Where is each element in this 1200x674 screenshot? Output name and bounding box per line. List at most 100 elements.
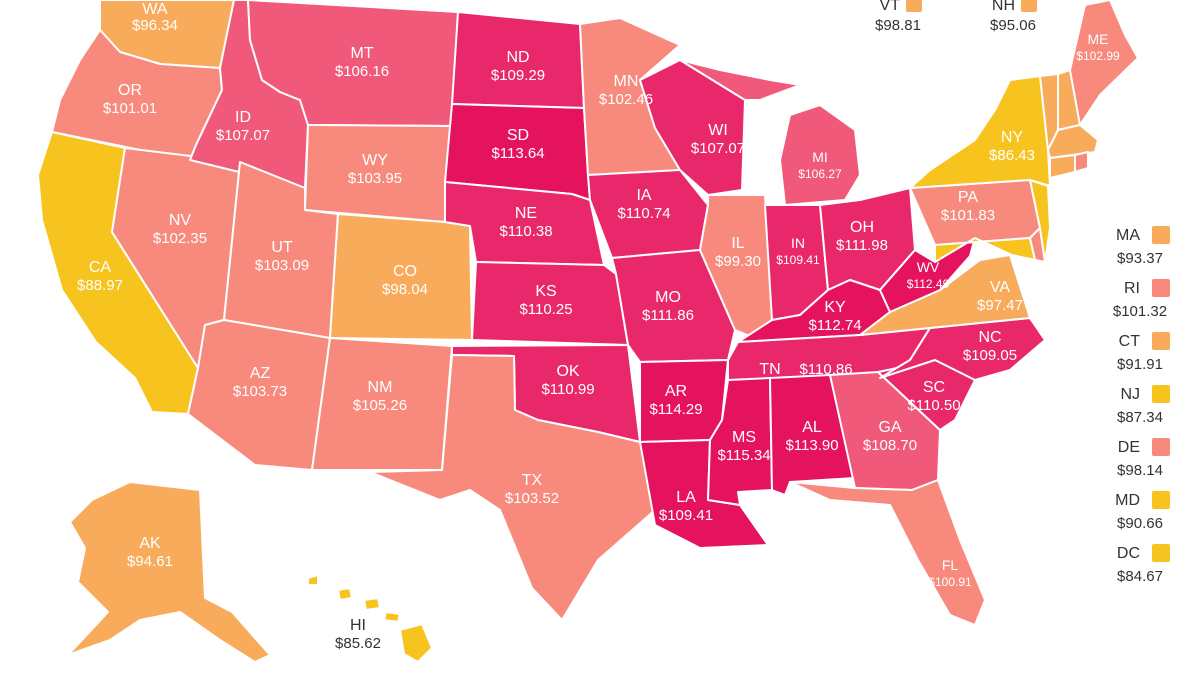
svg-text:$88.97: $88.97 (77, 277, 123, 294)
label-ms: MS$115.34 (717, 429, 770, 464)
key-nj: NJ $87.34 (1117, 385, 1170, 426)
key-code: MD (1115, 492, 1140, 509)
svg-text:OR: OR (118, 82, 142, 99)
svg-text:$102.46: $102.46 (599, 91, 653, 108)
label-id: ID$107.07 (216, 109, 270, 144)
state-ct (1049, 154, 1076, 179)
svg-text:$102.35: $102.35 (153, 230, 207, 247)
key-value: $95.06 (990, 17, 1036, 34)
state-ny (909, 75, 1051, 189)
label-ok: OK$110.99 (541, 363, 594, 398)
key-dc: DC $84.67 (1117, 544, 1170, 585)
svg-text:$110.86: $110.86 (799, 361, 852, 378)
label-ia: IA$110.74 (617, 187, 670, 222)
label-mi: MI $106.27 (798, 149, 842, 181)
svg-text:TX: TX (522, 472, 543, 489)
svg-text:WI: WI (708, 122, 728, 139)
label-wy: WY$103.95 (348, 152, 402, 187)
label-wv: WV $112.49 (907, 259, 950, 291)
svg-text:$107.07: $107.07 (691, 140, 745, 157)
key-value: $98.81 (875, 17, 921, 34)
label-tx: TX$103.52 (505, 472, 559, 507)
svg-text:$113.90: $113.90 (785, 437, 838, 454)
svg-text:UT: UT (271, 239, 293, 256)
key-ma: MA $93.37 (1116, 226, 1170, 267)
svg-text:$105.26: $105.26 (353, 397, 407, 414)
svg-text:$109.05: $109.05 (963, 347, 1017, 364)
top-small-state-keys: VT $98.81 NH $95.06 (875, 0, 1037, 34)
label-oh: OH$111.98 (836, 219, 888, 254)
svg-text:$110.38: $110.38 (499, 223, 552, 240)
key-swatch (1152, 279, 1170, 297)
svg-text:$113.64: $113.64 (491, 145, 544, 162)
state-tx (369, 354, 656, 621)
svg-text:AL: AL (802, 419, 822, 436)
label-al: AL$113.90 (785, 419, 838, 454)
label-or: OR$101.01 (103, 82, 157, 117)
key-vt: VT $98.81 (875, 0, 922, 34)
key-nh: NH $95.06 (990, 0, 1037, 34)
label-mt: MT$106.16 (335, 45, 389, 80)
svg-text:$98.04: $98.04 (382, 281, 428, 298)
label-nm: NM$105.26 (353, 379, 407, 414)
svg-text:CO: CO (393, 263, 417, 280)
svg-text:$103.09: $103.09 (255, 257, 309, 274)
key-swatch (1152, 438, 1170, 456)
state-mi (779, 104, 861, 206)
label-ut: UT$103.09 (255, 239, 309, 274)
label-pa: PA$101.83 (941, 189, 995, 224)
svg-text:IA: IA (636, 187, 651, 204)
label-wi: WI$107.07 (691, 122, 745, 157)
svg-text:OH: OH (850, 219, 874, 236)
key-code: RI (1124, 280, 1140, 297)
label-in: IN $109.41 (776, 235, 820, 267)
key-md: MD $90.66 (1115, 491, 1170, 532)
svg-text:NV: NV (169, 212, 192, 229)
state-wv (879, 237, 976, 313)
svg-text:$109.29: $109.29 (491, 67, 545, 84)
state-ak (67, 481, 271, 663)
svg-text:$100.91: $100.91 (928, 575, 972, 589)
key-ri: RI $101.32 (1113, 279, 1170, 320)
label-la: LA$109.41 (659, 489, 713, 524)
svg-text:LA: LA (676, 489, 696, 506)
svg-text:VA: VA (990, 279, 1010, 296)
svg-text:$96.34: $96.34 (132, 17, 178, 34)
svg-text:$97.47: $97.47 (977, 297, 1023, 314)
svg-text:IL: IL (731, 235, 744, 252)
label-nd: ND$109.29 (491, 49, 545, 84)
key-code: DE (1118, 439, 1140, 456)
svg-text:$112.74: $112.74 (808, 317, 861, 334)
label-co: CO$98.04 (382, 263, 428, 298)
svg-text:$103.52: $103.52 (505, 490, 559, 507)
label-ga: GA$108.70 (863, 419, 917, 454)
svg-text:$94.61: $94.61 (127, 553, 173, 570)
svg-text:$110.50: $110.50 (907, 397, 960, 414)
state-nc (879, 317, 1046, 381)
key-value: $101.32 (1113, 303, 1167, 320)
svg-text:$103.95: $103.95 (348, 170, 402, 187)
svg-text:$111.98: $111.98 (836, 237, 888, 254)
svg-text:$114.29: $114.29 (649, 401, 702, 418)
label-az: AZ$103.73 (233, 365, 287, 400)
svg-text:$102.99: $102.99 (1076, 49, 1120, 63)
label-nc: NC$109.05 (963, 329, 1017, 364)
svg-text:OK: OK (556, 363, 579, 380)
label-ks: KS$110.25 (519, 283, 572, 318)
label-me: ME $102.99 (1076, 31, 1120, 63)
svg-text:ME: ME (1088, 31, 1109, 47)
svg-text:NM: NM (368, 379, 393, 396)
state-mi-up (679, 59, 801, 101)
state-hi (307, 574, 433, 663)
key-ct: CT $91.91 (1117, 332, 1170, 373)
svg-text:$110.25: $110.25 (519, 301, 572, 318)
svg-text:MS: MS (732, 429, 756, 446)
label-wa: WA$96.34 (132, 1, 178, 34)
svg-text:HI: HI (350, 617, 366, 634)
svg-text:SC: SC (923, 379, 945, 396)
label-nv: NV$102.35 (153, 212, 207, 247)
key-swatch (1152, 544, 1170, 562)
svg-text:$99.30: $99.30 (715, 253, 761, 270)
svg-text:KS: KS (535, 283, 556, 300)
